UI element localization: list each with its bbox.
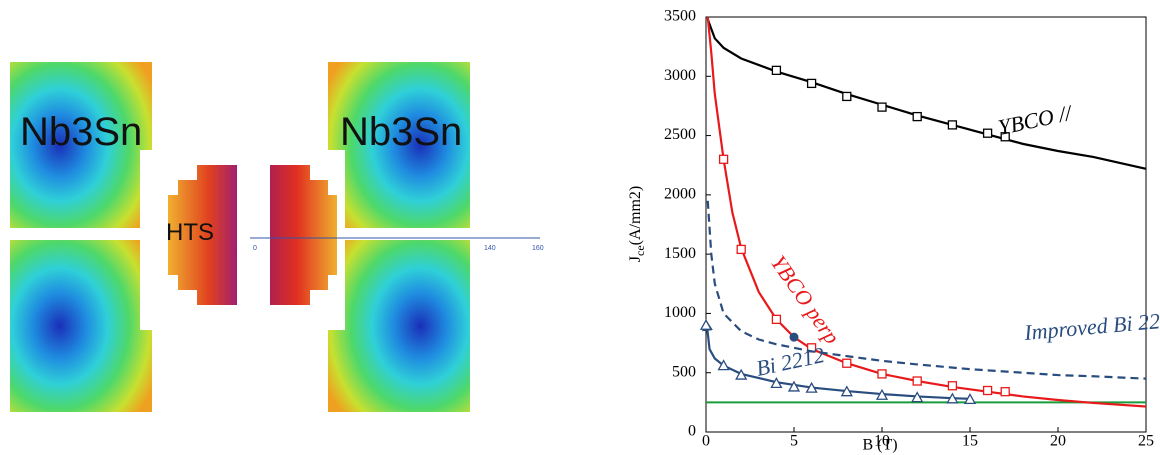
marker bbox=[699, 318, 713, 330]
y-tick-label: 2000 bbox=[664, 186, 696, 203]
highlight-point bbox=[789, 332, 799, 342]
y-tick-label: 500 bbox=[672, 363, 696, 380]
y-axis-label: Jce(A/mm2) bbox=[627, 186, 647, 262]
marker bbox=[1000, 132, 1010, 142]
marker bbox=[875, 388, 889, 400]
y-tick-label: 0 bbox=[688, 423, 696, 440]
marker bbox=[912, 376, 922, 386]
y-tick-label: 2500 bbox=[664, 126, 696, 143]
coil-label: Nb3Sn bbox=[20, 110, 142, 154]
y-tick-label: 3500 bbox=[664, 8, 696, 25]
x-tick-label: 25 bbox=[1138, 433, 1154, 450]
marker bbox=[947, 120, 958, 130]
field-map: Nb3Sn Nb3Sn HTS 0 140 160 bbox=[10, 62, 544, 412]
marker bbox=[771, 65, 782, 76]
y-label-unit: (A/mm2) bbox=[627, 186, 644, 246]
scale-label: 140 bbox=[484, 245, 496, 252]
fit-line bbox=[706, 16, 1147, 408]
marker bbox=[718, 154, 729, 164]
coil bbox=[328, 240, 470, 412]
coil-label: Nb3Sn bbox=[340, 110, 462, 154]
scale-label: 160 bbox=[532, 245, 544, 252]
y-label-sub: ce bbox=[633, 245, 647, 256]
marker bbox=[840, 385, 853, 397]
marker bbox=[982, 385, 993, 396]
x-tick-label: 15 bbox=[962, 433, 978, 450]
plot-frame bbox=[705, 16, 1147, 433]
marker bbox=[806, 78, 817, 89]
marker bbox=[947, 381, 958, 391]
x-tick-label: 10 bbox=[874, 433, 890, 450]
chart: B (T) Jce(A/mm2) 0 500 1000 1500 2000 2500 300… bbox=[627, 8, 1160, 454]
marker bbox=[787, 380, 801, 392]
coil bbox=[328, 62, 470, 228]
coil-label: HTS bbox=[166, 219, 214, 246]
marker bbox=[842, 91, 852, 102]
coil bbox=[10, 62, 152, 228]
fit-line bbox=[706, 18, 1147, 170]
series-label: Bi 2212 bbox=[754, 342, 827, 381]
marker bbox=[736, 244, 746, 255]
hts-coil bbox=[270, 165, 337, 305]
coil bbox=[10, 240, 152, 412]
marker bbox=[911, 391, 924, 403]
x-tick-label: 5 bbox=[790, 433, 798, 450]
marker bbox=[735, 368, 748, 380]
scale-label: 0 bbox=[253, 245, 257, 252]
marker bbox=[805, 381, 818, 393]
fit-line bbox=[706, 200, 1147, 380]
marker bbox=[877, 102, 887, 112]
series-label: YBCO perp bbox=[766, 251, 845, 349]
x-tick-label: 0 bbox=[702, 433, 710, 450]
series-label: Improved Bi 2212 bbox=[1022, 306, 1160, 345]
y-tick-label: 1500 bbox=[664, 245, 696, 262]
marker bbox=[963, 393, 977, 405]
x-tick-label: 20 bbox=[1050, 433, 1066, 450]
series-label: YBCO // bbox=[996, 100, 1075, 140]
marker bbox=[770, 377, 783, 389]
marker bbox=[982, 128, 993, 138]
marker bbox=[842, 358, 852, 368]
marker bbox=[717, 359, 730, 371]
y-tick-label: 3000 bbox=[664, 67, 696, 84]
marker bbox=[1000, 387, 1010, 397]
y-label-main: J bbox=[627, 256, 644, 262]
y-tick-label: 1000 bbox=[664, 304, 696, 321]
marker bbox=[912, 111, 922, 122]
x-axis-label: B (T) bbox=[862, 437, 897, 454]
marker bbox=[946, 392, 959, 404]
marker bbox=[877, 369, 887, 379]
hts-coil bbox=[168, 165, 237, 305]
marker bbox=[771, 314, 782, 325]
